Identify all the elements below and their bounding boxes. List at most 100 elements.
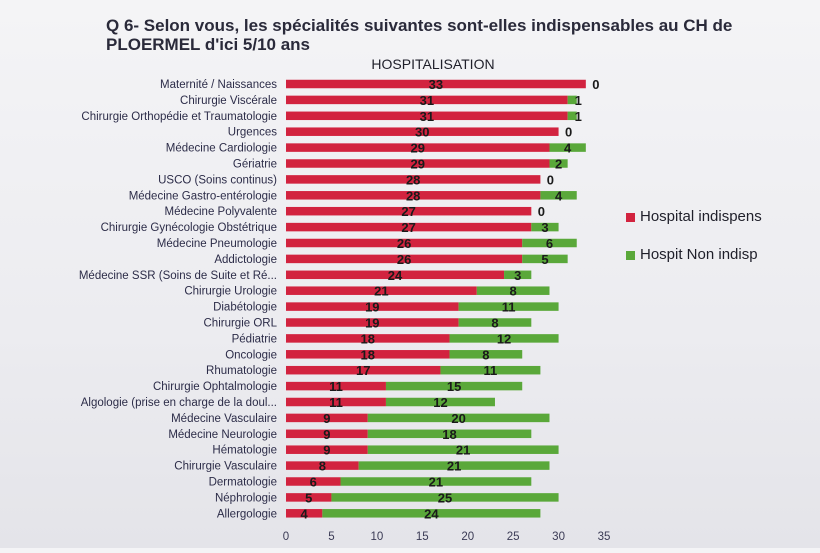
value-label-indispens: 28 — [406, 188, 420, 203]
value-label-non-indisp: 3 — [541, 220, 548, 235]
legend-label-indispens: Hospital indispens — [640, 208, 762, 225]
value-label-non-indisp: 4 — [564, 141, 572, 156]
category-label: Rhumatologie — [206, 365, 277, 377]
value-label-non-indisp: 15 — [447, 379, 461, 394]
bar-indispens — [286, 111, 568, 121]
bar-non-indisp — [358, 461, 550, 470]
bar-indispens — [286, 493, 332, 502]
value-label-indispens: 31 — [420, 93, 434, 108]
value-label-indispens: 4 — [301, 506, 309, 521]
bar-non-indisp — [458, 318, 532, 327]
category-label: Médecine Polyvalente — [164, 206, 277, 218]
bar-indispens — [286, 143, 550, 152]
category-label: Chirurgie Gynécologie Obstétrique — [101, 222, 277, 234]
value-label-non-indisp: 0 — [538, 204, 545, 219]
value-label-indispens: 24 — [388, 268, 403, 283]
category-label: Dermatologie — [209, 477, 277, 489]
category-label: Médecine Vasculaire — [171, 413, 277, 425]
bar-non-indisp — [476, 286, 550, 295]
bar-indispens — [286, 191, 541, 200]
category-label: Urgences — [228, 127, 277, 139]
value-label-non-indisp: 11 — [502, 300, 516, 315]
value-label-indispens: 21 — [374, 284, 388, 299]
x-tick-label: 0 — [283, 531, 289, 543]
bar-non-indisp — [567, 95, 577, 105]
value-label-non-indisp: 0 — [592, 77, 599, 92]
value-label-indispens: 18 — [361, 331, 375, 346]
category-label: Médecine Pneumologie — [157, 238, 277, 250]
bar-indispens — [286, 334, 450, 343]
x-tick-label: 30 — [552, 531, 565, 543]
bar-indispens — [286, 397, 386, 407]
bar-non-indisp — [367, 445, 559, 454]
bar-indispens — [286, 429, 368, 439]
value-label-indispens: 6 — [310, 475, 317, 490]
page-title: Q 6- Selon vous, les spécialités suivant… — [106, 16, 733, 54]
value-label-non-indisp: 21 — [429, 475, 443, 490]
value-label-indispens: 9 — [323, 443, 330, 458]
value-label-indispens: 17 — [356, 363, 370, 378]
value-label-non-indisp: 5 — [541, 252, 548, 267]
value-label-non-indisp: 20 — [451, 411, 465, 426]
value-label-non-indisp: 2 — [555, 157, 562, 172]
value-label-non-indisp: 4 — [555, 188, 563, 203]
value-label-non-indisp: 3 — [514, 268, 521, 283]
bar-non-indisp — [549, 143, 586, 152]
bar-indispens — [286, 413, 368, 423]
bar-indispens — [286, 318, 459, 327]
value-label-indispens: 30 — [415, 125, 429, 140]
category-label: USCO (Soins continus) — [158, 174, 277, 186]
value-label-indispens: 8 — [319, 459, 326, 474]
value-label-indispens: 29 — [411, 157, 425, 172]
bar-non-indisp — [540, 191, 577, 200]
category-label: Néphrologie — [215, 492, 277, 504]
bar-indispens — [286, 206, 532, 216]
legend-swatch-indispens — [626, 212, 635, 222]
bar-non-indisp — [449, 334, 559, 343]
value-label-indispens: 33 — [429, 77, 443, 92]
bar-indispens — [286, 95, 568, 105]
value-label-indispens: 19 — [365, 316, 379, 331]
category-label: Diabétologie — [213, 302, 277, 314]
category-label: Addictologie — [214, 254, 277, 266]
value-label-non-indisp: 1 — [575, 109, 582, 124]
value-label-non-indisp: 25 — [438, 490, 452, 505]
bar-indispens — [286, 461, 359, 470]
value-label-indispens: 26 — [397, 252, 411, 267]
bar-indispens — [286, 445, 368, 454]
bar-indispens — [286, 254, 523, 264]
category-label: Pédiatrie — [232, 333, 277, 345]
bar-non-indisp — [504, 270, 532, 280]
value-label-indispens: 5 — [305, 490, 312, 505]
chart-title: HOSPITALISATION — [371, 56, 494, 72]
value-label-non-indisp: 21 — [447, 459, 461, 474]
value-label-non-indisp: 21 — [456, 443, 470, 458]
legend-label-non-indisp: Hospit Non indisp — [640, 246, 758, 263]
category-label: Chirurgie ORL — [204, 318, 278, 330]
bar-non-indisp — [367, 429, 532, 439]
bar-non-indisp — [531, 222, 559, 232]
bar-indispens — [286, 175, 541, 184]
bar-non-indisp — [440, 365, 541, 375]
value-label-non-indisp: 8 — [482, 347, 489, 362]
category-label: Maternité / Naissances — [160, 79, 277, 91]
value-label-non-indisp: 6 — [546, 236, 553, 251]
category-label: Médecine Neurologie — [168, 429, 277, 441]
bar-non-indisp — [522, 254, 568, 264]
legend-item-indispens: Hospital indispens — [626, 208, 762, 225]
legend-swatch-non-indisp — [626, 250, 635, 260]
category-label: Hématologie — [212, 445, 277, 457]
value-label-non-indisp: 12 — [433, 395, 447, 410]
category-label: Médecine Gastro-entérologie — [129, 190, 277, 202]
value-label-non-indisp: 8 — [491, 316, 498, 331]
value-label-indispens: 27 — [401, 204, 415, 219]
value-label-indispens: 27 — [401, 220, 415, 235]
category-label: Chirurgie Viscérale — [180, 95, 277, 107]
x-tick-label: 35 — [598, 531, 611, 543]
bar-non-indisp — [449, 350, 523, 359]
bar-indispens — [286, 79, 586, 89]
bar-indispens — [286, 302, 459, 311]
value-label-indispens: 9 — [323, 427, 330, 442]
